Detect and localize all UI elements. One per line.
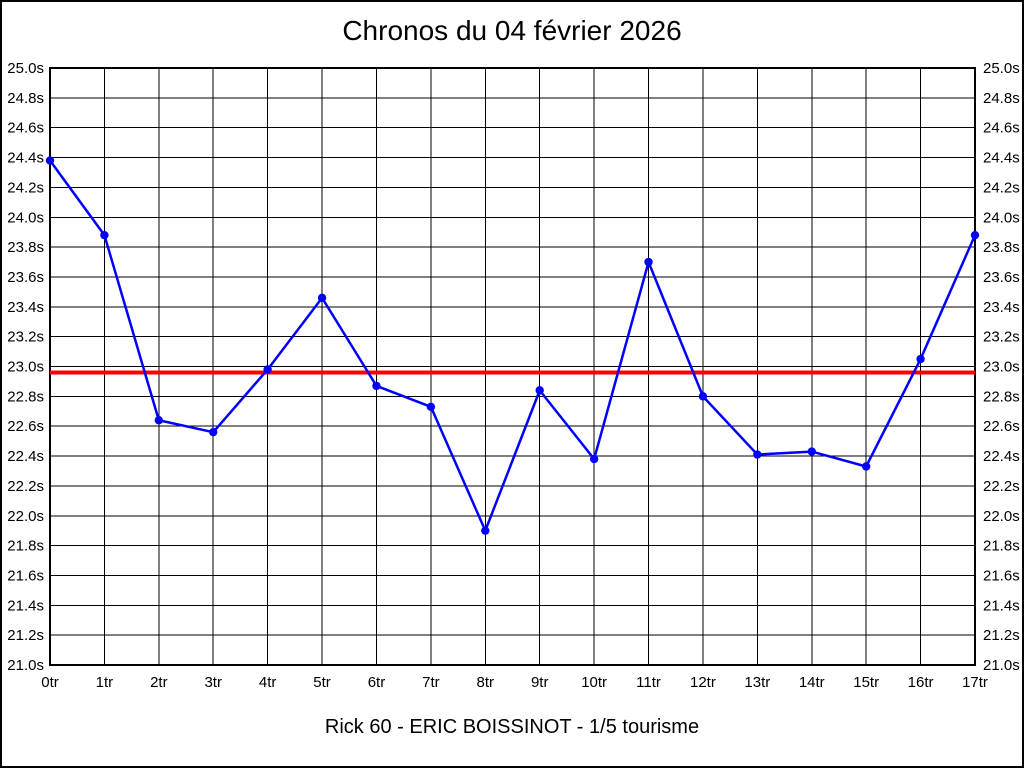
- data-point-marker: [426, 402, 436, 411]
- y-tick-label-left: 24.2s: [7, 179, 44, 196]
- y-tick-label-left: 23.4s: [7, 299, 44, 316]
- x-tick-label: 1tr: [96, 674, 114, 691]
- data-point-marker: [861, 462, 871, 471]
- data-point-marker: [644, 257, 653, 267]
- y-tick-label-left: 23.8s: [7, 239, 44, 256]
- y-tick-label-right: 24.6s: [983, 120, 1020, 137]
- y-tick-label-right: 23.6s: [983, 269, 1020, 286]
- y-tick-label-left: 22.8s: [7, 388, 44, 405]
- y-tick-label-left: 21.8s: [7, 538, 44, 555]
- y-tick-label-left: 24.4s: [7, 150, 44, 167]
- data-point-marker: [45, 156, 55, 165]
- y-tick-label-left: 23.6s: [7, 269, 44, 286]
- y-tick-label-left: 22.0s: [7, 508, 44, 525]
- series-line: [48, 159, 977, 532]
- data-point-marker: [209, 427, 218, 437]
- y-tick-label-right: 22.0s: [983, 508, 1020, 525]
- chart-title: Chronos du 04 février 2026: [342, 15, 682, 46]
- y-tick-label-left: 21.0s: [7, 657, 44, 674]
- y-tick-label-right: 25.0s: [983, 60, 1020, 77]
- y-tick-label-left: 24.6s: [7, 120, 44, 137]
- x-tick-label: 12tr: [690, 674, 716, 691]
- data-point-marker: [372, 381, 381, 391]
- y-tick-label-left: 22.6s: [7, 418, 44, 435]
- y-tick-label-right: 22.4s: [983, 448, 1020, 465]
- y-tick-label-right: 23.8s: [983, 239, 1020, 256]
- y-tick-label-left: 22.4s: [7, 448, 44, 465]
- y-tick-label-right: 22.6s: [983, 418, 1020, 435]
- x-tick-label: 16tr: [908, 674, 934, 691]
- y-tick-label-right: 22.8s: [983, 388, 1020, 405]
- y-tick-label-right: 21.6s: [983, 567, 1020, 584]
- data-point-marker: [535, 386, 544, 395]
- y-tick-label-right: 22.2s: [983, 478, 1020, 495]
- y-tick-label-right: 24.0s: [983, 209, 1020, 226]
- data-point-marker: [807, 447, 816, 456]
- x-tick-label: 5tr: [313, 674, 331, 691]
- x-tick-label: 14tr: [799, 674, 825, 691]
- y-tick-label-right: 24.4s: [983, 150, 1020, 167]
- x-tick-label: 17tr: [962, 674, 988, 691]
- y-tick-label-left: 21.6s: [7, 567, 44, 584]
- data-point-marker: [698, 392, 708, 401]
- x-tick-label: 0tr: [41, 674, 59, 691]
- x-tick-label: 13tr: [744, 674, 770, 691]
- data-point-marker: [100, 230, 109, 240]
- y-tick-label-left: 24.8s: [7, 90, 44, 107]
- data-point-marker: [263, 365, 272, 374]
- x-tick-label: 4tr: [259, 674, 277, 691]
- y-tick-label-left: 22.2s: [7, 478, 44, 495]
- y-tick-label-left: 21.4s: [7, 597, 44, 614]
- x-tick-label: 8tr: [477, 674, 495, 691]
- x-tick-label: 10tr: [581, 674, 607, 691]
- x-tick-label: 3tr: [204, 674, 222, 691]
- data-point-marker: [589, 454, 599, 464]
- x-tick-label: 11tr: [636, 674, 661, 691]
- y-tick-label-right: 23.0s: [983, 359, 1020, 376]
- plot-border: [49, 67, 976, 666]
- x-tick-label: 9tr: [531, 674, 549, 691]
- y-tick-label-right: 23.2s: [983, 329, 1020, 346]
- chart-footer: Rick 60 - ERIC BOISSINOT - 1/5 tourisme: [324, 716, 700, 738]
- y-tick-label-right: 21.2s: [983, 627, 1020, 644]
- data-point-marker: [481, 526, 490, 535]
- x-tick-label: 6tr: [368, 674, 386, 691]
- y-tick-label-left: 21.2s: [7, 627, 44, 644]
- y-tick-label-left: 25.0s: [7, 60, 44, 77]
- y-tick-label-right: 21.4s: [983, 597, 1020, 614]
- data-point-marker: [154, 416, 164, 425]
- y-tick-label-left: 23.2s: [7, 329, 44, 346]
- data-point-marker: [753, 450, 762, 459]
- x-tick-label: 7tr: [422, 674, 440, 691]
- y-tick-label-right: 24.8s: [983, 90, 1020, 107]
- grid-lines: [49, 67, 976, 666]
- y-tick-label-right: 21.0s: [983, 657, 1020, 674]
- y-tick-label-left: 23.0s: [7, 359, 44, 376]
- y-tick-label-right: 24.2s: [983, 179, 1020, 196]
- data-point-marker: [317, 293, 327, 303]
- x-tick-label: 15tr: [853, 674, 879, 691]
- y-tick-label-right: 23.4s: [983, 299, 1020, 316]
- y-tick-label-right: 21.8s: [983, 538, 1020, 555]
- data-point-marker: [970, 230, 980, 240]
- x-tick-label: 2tr: [150, 674, 168, 691]
- data-point-marker: [916, 354, 925, 364]
- y-tick-label-left: 24.0s: [7, 209, 44, 226]
